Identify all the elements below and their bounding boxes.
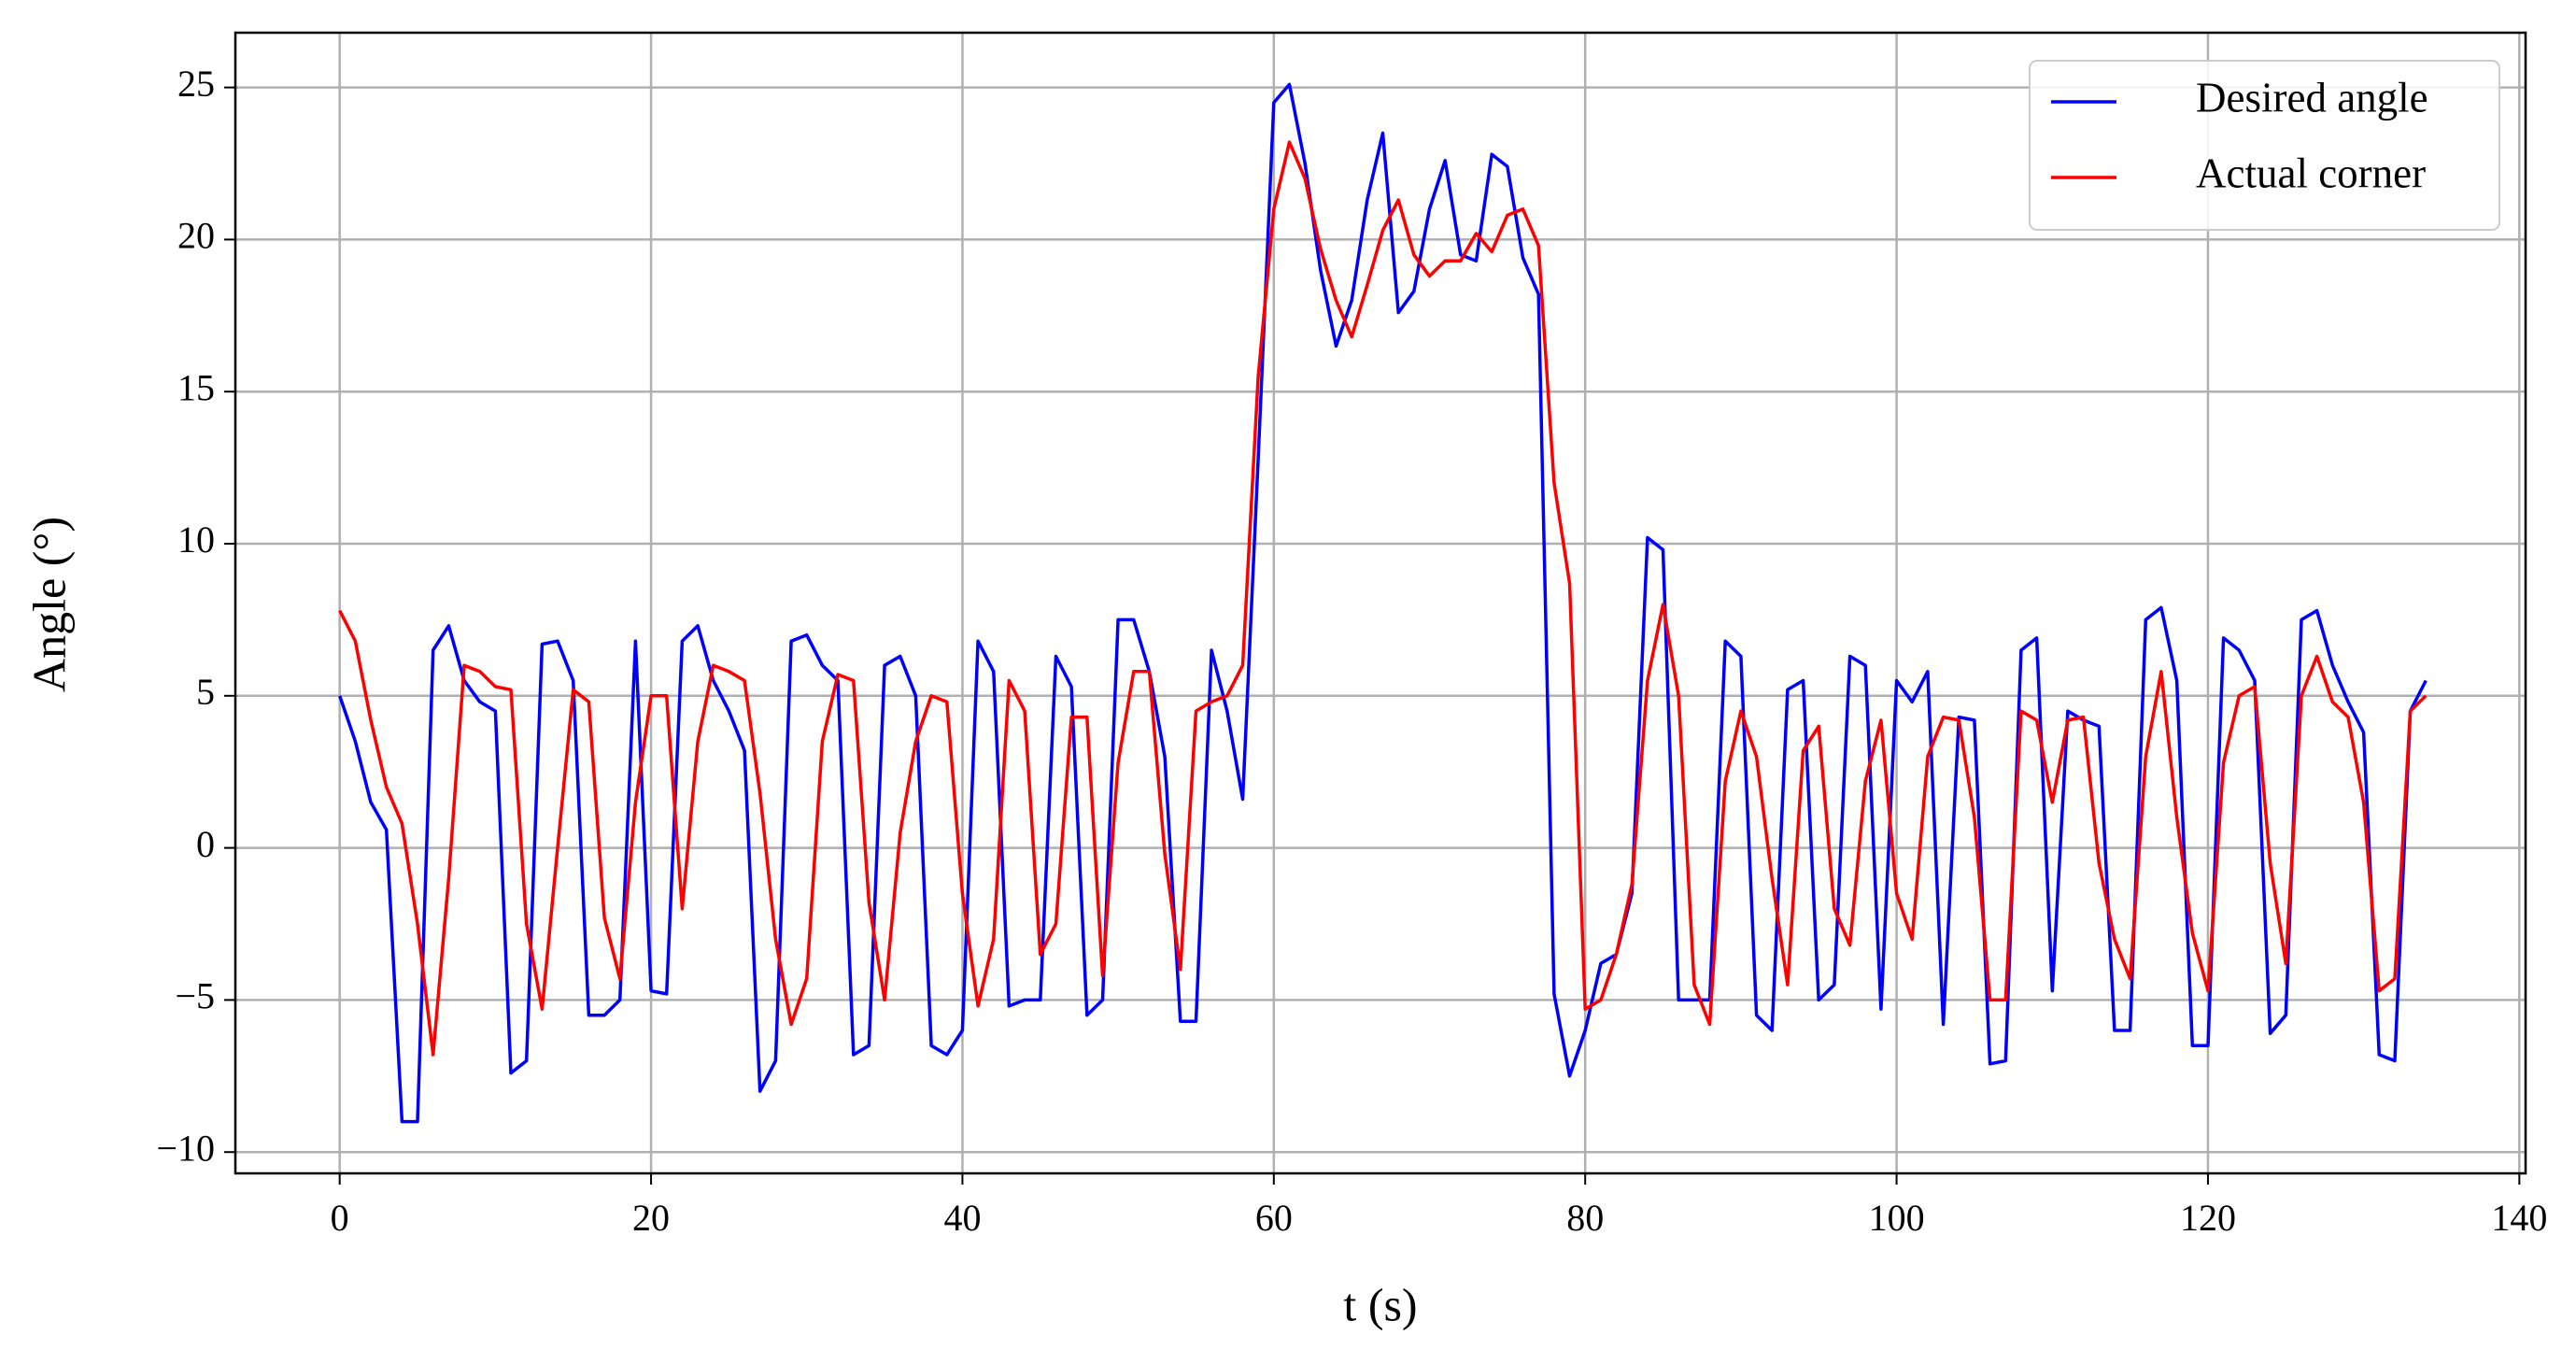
data-line: [338, 140, 2427, 1057]
x-tick-label: 20: [632, 1197, 670, 1239]
x-tick-label: 120: [2180, 1197, 2236, 1239]
y-tick-label: 25: [177, 63, 215, 105]
y-tick-label: 5: [196, 671, 215, 713]
y-tick-label: 15: [177, 366, 215, 408]
x-tick-label: 80: [1566, 1197, 1604, 1239]
y-tick-label: 10: [177, 518, 215, 561]
x-tick-label: 100: [1869, 1197, 1925, 1239]
y-tick-label: 0: [196, 823, 215, 865]
legend-label: Actual corner: [2196, 149, 2426, 196]
x-tick-label: 60: [1255, 1197, 1293, 1239]
y-axis-label: Angle (°): [22, 517, 75, 692]
legend: Desired angle Actual corner: [2029, 60, 2500, 231]
legend-box: [2029, 60, 2500, 231]
y-tick-label: −10: [156, 1127, 215, 1169]
legend-label: Desired angle: [2196, 74, 2428, 121]
plot-frame: [234, 31, 2527, 1175]
x-tick-label: 0: [331, 1197, 349, 1239]
x-tick-label: 40: [943, 1197, 981, 1239]
y-tick-label: 20: [177, 215, 215, 257]
x-axis-label: t (s): [1343, 1278, 1417, 1330]
y-tick-label: −5: [175, 975, 215, 1017]
x-tick-label: 140: [2491, 1197, 2547, 1239]
